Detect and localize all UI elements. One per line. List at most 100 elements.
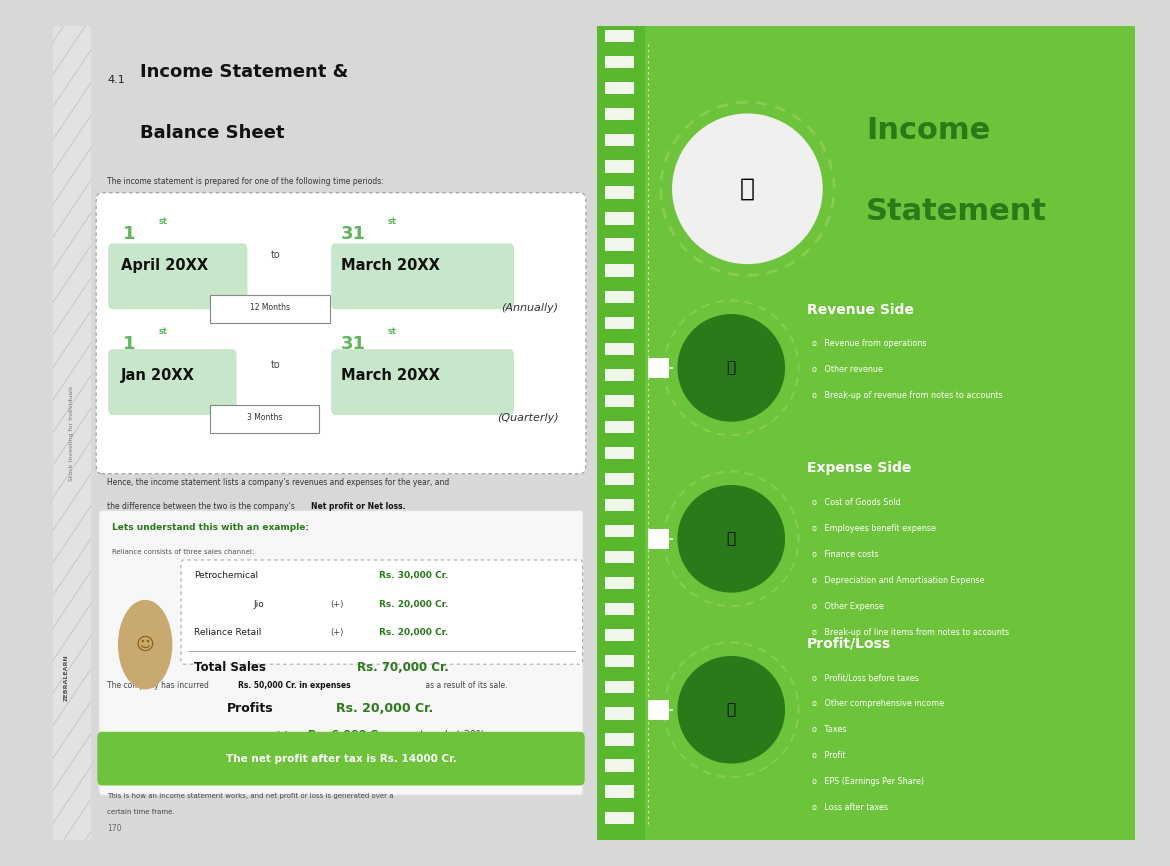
FancyBboxPatch shape (605, 317, 634, 329)
Text: Rs. 50,000 Cr. in expenses: Rs. 50,000 Cr. in expenses (238, 682, 350, 690)
FancyBboxPatch shape (211, 404, 319, 433)
Text: Rs. 20,000 Cr.: Rs. 20,000 Cr. (379, 629, 448, 637)
Text: The company has incurred: The company has incurred (108, 682, 212, 690)
Text: o   Profit: o Profit (812, 752, 846, 760)
FancyBboxPatch shape (605, 708, 634, 720)
Text: This is how an income statement works, and net profit or loss is generated over : This is how an income statement works, a… (108, 792, 393, 798)
Text: March 20XX: March 20XX (340, 258, 440, 273)
FancyBboxPatch shape (605, 811, 634, 824)
Text: (+): (+) (330, 629, 344, 637)
Text: Income: Income (866, 115, 990, 145)
Text: o   Depreciation and Amortisation Expense: o Depreciation and Amortisation Expense (812, 576, 984, 585)
FancyBboxPatch shape (605, 734, 634, 746)
Text: o   Loss after taxes: o Loss after taxes (812, 804, 888, 812)
Text: Net profit or Net loss.: Net profit or Net loss. (311, 502, 406, 511)
FancyBboxPatch shape (108, 349, 236, 415)
Text: (-): (-) (276, 730, 289, 740)
Text: o   Other revenue: o Other revenue (812, 365, 883, 374)
FancyBboxPatch shape (605, 212, 634, 224)
FancyBboxPatch shape (605, 369, 634, 381)
FancyBboxPatch shape (108, 243, 247, 309)
FancyBboxPatch shape (648, 529, 669, 548)
Text: 💰: 💰 (727, 360, 736, 375)
FancyBboxPatch shape (605, 656, 634, 668)
FancyBboxPatch shape (605, 291, 634, 303)
FancyBboxPatch shape (53, 26, 91, 840)
Text: certain time frame.: certain time frame. (108, 809, 174, 815)
FancyBboxPatch shape (99, 510, 583, 795)
Text: Total Sales: Total Sales (194, 661, 266, 674)
Text: 3 Months: 3 Months (247, 413, 282, 422)
Text: 💲: 💲 (727, 532, 736, 546)
Text: (Annually): (Annually) (502, 303, 558, 313)
FancyBboxPatch shape (96, 193, 586, 474)
FancyBboxPatch shape (597, 26, 645, 840)
FancyBboxPatch shape (605, 264, 634, 277)
Text: Rs. 30,000 Cr.: Rs. 30,000 Cr. (379, 572, 448, 580)
Text: The income statement is prepared for one of the following time periods:: The income statement is prepared for one… (108, 177, 384, 185)
Text: the difference between the two is the company’s: the difference between the two is the co… (108, 502, 297, 511)
Ellipse shape (677, 314, 785, 422)
Text: o   Cost of Goods Sold: o Cost of Goods Sold (812, 498, 901, 507)
FancyBboxPatch shape (605, 447, 634, 459)
FancyBboxPatch shape (597, 26, 1135, 840)
Text: o   Break-up of revenue from notes to accounts: o Break-up of revenue from notes to acco… (812, 391, 1003, 400)
Ellipse shape (677, 485, 785, 592)
Text: 1: 1 (123, 225, 136, 243)
FancyBboxPatch shape (605, 525, 634, 537)
FancyBboxPatch shape (605, 186, 634, 198)
Text: ZEBRALEARN: ZEBRALEARN (63, 654, 69, 701)
FancyBboxPatch shape (648, 359, 669, 378)
FancyBboxPatch shape (605, 343, 634, 355)
FancyBboxPatch shape (605, 395, 634, 407)
Text: o   Taxes: o Taxes (812, 725, 846, 734)
FancyBboxPatch shape (605, 785, 634, 798)
Text: 31: 31 (340, 335, 366, 353)
Text: o   Revenue from operations: o Revenue from operations (812, 339, 927, 348)
FancyBboxPatch shape (605, 577, 634, 589)
Text: Reliance consists of three sales channel:: Reliance consists of three sales channel… (112, 548, 255, 554)
Text: Revenue Side: Revenue Side (806, 303, 914, 317)
FancyBboxPatch shape (605, 630, 634, 642)
FancyBboxPatch shape (331, 243, 514, 309)
Text: Lets understand this with an example:: Lets understand this with an example: (112, 522, 310, 532)
FancyBboxPatch shape (605, 473, 634, 485)
Text: to: to (270, 359, 280, 370)
FancyBboxPatch shape (605, 30, 634, 42)
FancyBboxPatch shape (605, 82, 634, 94)
Text: 🤑: 🤑 (739, 177, 755, 201)
Text: Income Statement &: Income Statement & (139, 62, 347, 81)
Text: March 20XX: March 20XX (340, 368, 440, 383)
Text: o   Profit/Loss before taxes: o Profit/Loss before taxes (812, 673, 918, 682)
Text: Jan 20XX: Jan 20XX (121, 368, 194, 383)
Ellipse shape (677, 656, 785, 764)
Text: 4.1: 4.1 (108, 74, 125, 85)
Text: o   EPS (Earnings Per Share): o EPS (Earnings Per Share) (812, 778, 924, 786)
Text: to: to (270, 249, 280, 260)
Text: Rs. 70,000 Cr.: Rs. 70,000 Cr. (357, 661, 449, 674)
FancyBboxPatch shape (605, 682, 634, 694)
Text: Hence, the income statement lists a company’s revenues and expenses for the year: Hence, the income statement lists a comp… (108, 478, 449, 487)
Text: 31: 31 (340, 225, 366, 243)
Text: April 20XX: April 20XX (121, 258, 208, 273)
Text: The net profit after tax is Rs. 14000 Cr.: The net profit after tax is Rs. 14000 Cr… (226, 753, 456, 764)
Text: ☺: ☺ (136, 636, 154, 654)
FancyBboxPatch shape (605, 499, 634, 511)
Text: Rs. 6,000 Cr.: Rs. 6,000 Cr. (309, 730, 387, 740)
Text: st: st (159, 217, 167, 226)
Text: Profits: Profits (227, 701, 274, 714)
Text: o   Other comprehensive income: o Other comprehensive income (812, 699, 944, 708)
Text: taxed at 30%: taxed at 30% (418, 730, 486, 740)
FancyBboxPatch shape (181, 560, 583, 664)
Text: st: st (387, 327, 397, 336)
Ellipse shape (118, 600, 172, 689)
Text: Stock Investing for Individuals: Stock Investing for Individuals (69, 385, 74, 481)
Text: Balance Sheet: Balance Sheet (139, 124, 284, 142)
Text: (+): (+) (330, 600, 344, 609)
Text: Expense Side: Expense Side (806, 462, 911, 475)
Text: Rs. 20,000 Cr.: Rs. 20,000 Cr. (336, 701, 433, 714)
Text: o   Employees benefit expense: o Employees benefit expense (812, 524, 936, 533)
Text: o   Break-up of line items from notes to accounts: o Break-up of line items from notes to a… (812, 629, 1009, 637)
Text: Profit/Loss: Profit/Loss (806, 637, 890, 650)
FancyBboxPatch shape (605, 759, 634, 772)
